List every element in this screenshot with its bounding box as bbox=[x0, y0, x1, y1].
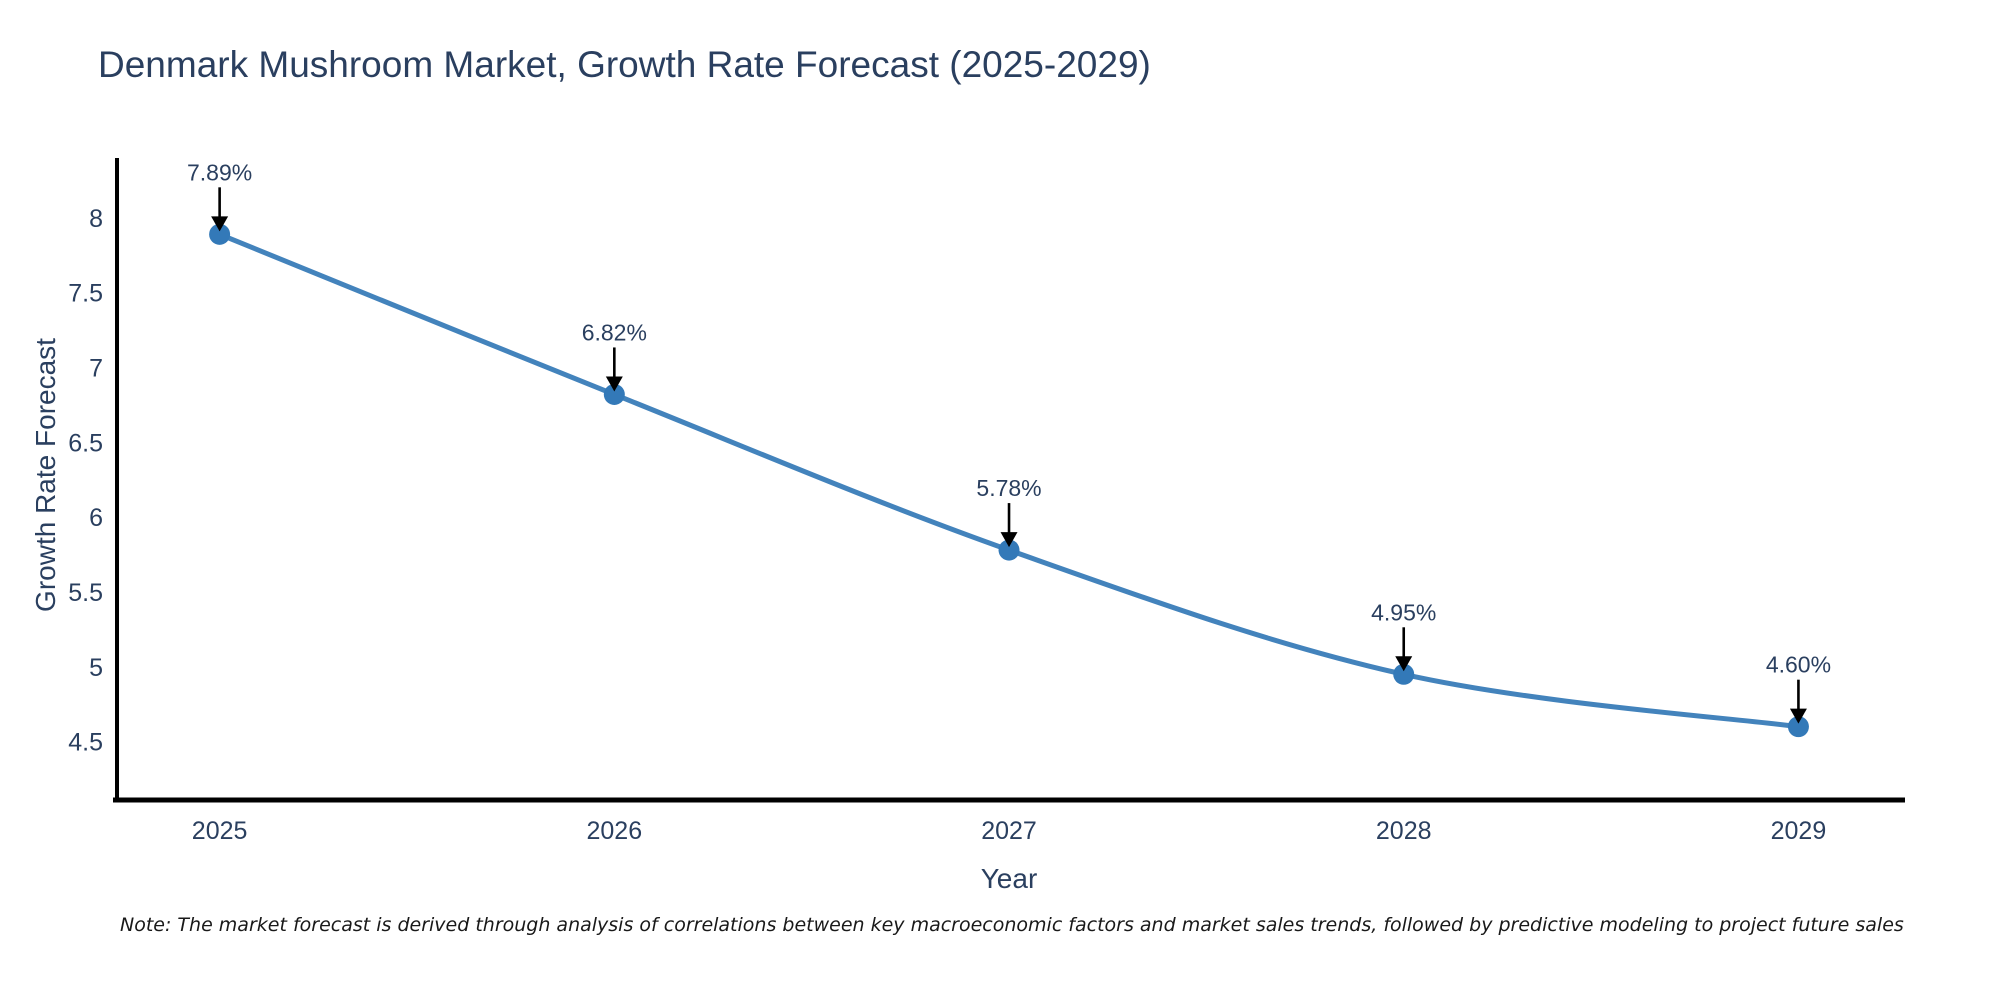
y-tick-label: 7.5 bbox=[68, 280, 103, 308]
x-tick-label: 2025 bbox=[192, 817, 248, 845]
data-point-marker bbox=[998, 539, 1020, 561]
data-point-marker bbox=[209, 223, 231, 245]
y-tick-label: 5.5 bbox=[68, 579, 103, 607]
x-axis-title: Year bbox=[981, 863, 1038, 894]
data-point-marker bbox=[603, 383, 625, 405]
data-point-label: 7.89% bbox=[187, 159, 252, 185]
data-point-label: 6.82% bbox=[582, 319, 647, 345]
y-tick-label: 6.5 bbox=[68, 429, 103, 457]
y-tick-label: 5 bbox=[89, 654, 103, 682]
data-point-marker bbox=[1393, 663, 1415, 685]
y-tick-label: 6 bbox=[89, 504, 103, 532]
x-tick-label: 2029 bbox=[1771, 817, 1827, 845]
plot-layer: 4.5 5 5.5 6 6.5 7 7.5 8 2025 2026 2027 2028 2029 7.89… bbox=[68, 158, 1905, 845]
x-tick-label: 2026 bbox=[587, 817, 643, 845]
y-axis-title: Growth Rate Forecast bbox=[30, 338, 61, 612]
annotation-arrowhead-icon bbox=[1000, 532, 1018, 548]
x-tick-label: 2028 bbox=[1376, 817, 1432, 845]
chart-title: Denmark Mushroom Market, Growth Rate For… bbox=[98, 44, 1151, 85]
annotation-arrowhead-icon bbox=[1789, 708, 1807, 724]
note-text: Note: The market forecast is derived thr… bbox=[120, 914, 1904, 936]
y-tick-label: 8 bbox=[89, 205, 103, 233]
annotation-arrowhead-icon bbox=[1395, 656, 1413, 672]
y-tick-label: 7 bbox=[89, 355, 103, 383]
annotation-arrowhead-icon bbox=[211, 216, 229, 232]
y-tick-label: 4.5 bbox=[68, 729, 103, 757]
annotation-arrowhead-icon bbox=[605, 376, 623, 392]
data-point-label: 5.78% bbox=[976, 475, 1041, 501]
data-point-marker bbox=[1787, 716, 1809, 738]
x-tick-label: 2027 bbox=[981, 817, 1037, 845]
data-point-label: 4.60% bbox=[1766, 652, 1831, 678]
data-point-label: 4.95% bbox=[1371, 599, 1436, 625]
